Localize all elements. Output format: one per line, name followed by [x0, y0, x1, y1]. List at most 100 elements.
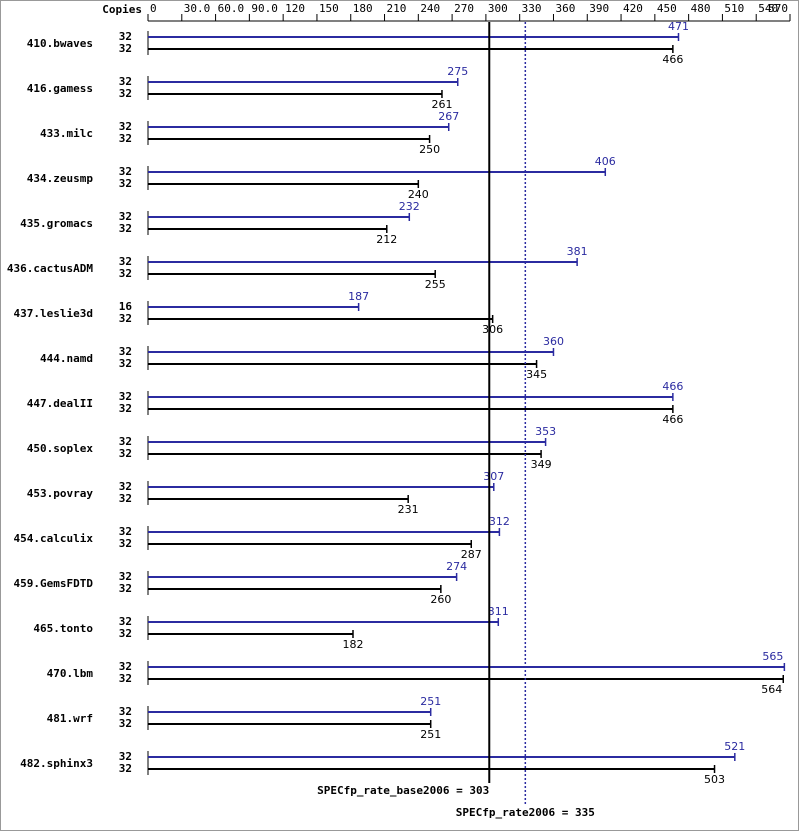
copies-label: 32 [119, 480, 132, 493]
x-tick-label: 540 [758, 2, 778, 15]
copies-label: 32 [119, 132, 132, 145]
copies-label: 32 [119, 672, 132, 685]
copies-label: 32 [119, 717, 132, 730]
value-label: 381 [567, 245, 588, 258]
value-label: 275 [447, 65, 468, 78]
benchmark-label: 481.wrf [47, 712, 93, 725]
copies-label: 32 [119, 762, 132, 775]
value-label: 261 [431, 98, 452, 111]
value-label: 260 [430, 593, 451, 606]
value-label: 466 [662, 53, 683, 66]
x-tick-label: 330 [522, 2, 542, 15]
copies-label: 32 [119, 570, 132, 583]
value-label: 565 [762, 650, 783, 663]
copies-label: 32 [119, 30, 132, 43]
copies-label: 32 [119, 447, 132, 460]
value-label: 406 [595, 155, 616, 168]
x-tick-label: 240 [420, 2, 440, 15]
benchmark-label: 434.zeusmp [27, 172, 94, 185]
x-tick-label: 510 [724, 2, 744, 15]
x-tick-label: 390 [589, 2, 609, 15]
benchmark-label: 447.dealII [27, 397, 93, 410]
benchmark-label: 465.tonto [33, 622, 93, 635]
benchmark-label: 436.cactusADM [7, 262, 93, 275]
value-label: 360 [543, 335, 564, 348]
value-label: 212 [376, 233, 397, 246]
copies-label: 32 [119, 582, 132, 595]
benchmark-label: 410.bwaves [27, 37, 93, 50]
x-tick-label: 570 [768, 2, 788, 15]
copies-label: 32 [119, 660, 132, 673]
x-tick-label: 60.0 [218, 2, 245, 15]
value-label: 306 [482, 323, 503, 336]
x-tick-label: 30.0 [184, 2, 211, 15]
x-tick-label: 0 [150, 2, 157, 15]
x-tick-label: 210 [387, 2, 407, 15]
copies-label: 32 [119, 492, 132, 505]
copies-label: 16 [119, 300, 133, 313]
value-label: 345 [526, 368, 547, 381]
copies-label: 32 [119, 615, 132, 628]
copies-label: 32 [119, 390, 132, 403]
copies-label: 32 [119, 42, 132, 55]
copies-label: 32 [119, 267, 132, 280]
value-label: 307 [483, 470, 504, 483]
benchmark-label: 453.povray [27, 487, 94, 500]
benchmark-label: 470.lbm [47, 667, 94, 680]
copies-label: 32 [119, 402, 132, 415]
benchmark-label: 454.calculix [14, 532, 94, 545]
x-tick-label: 420 [623, 2, 643, 15]
value-label: 353 [535, 425, 556, 438]
copies-label: 32 [119, 627, 132, 640]
copies-label: 32 [119, 120, 132, 133]
benchmark-label: 444.namd [40, 352, 93, 365]
benchmark-label: 437.leslie3d [14, 307, 93, 320]
copies-label: 32 [119, 312, 132, 325]
value-label: 255 [425, 278, 446, 291]
copies-label: 32 [119, 357, 132, 370]
x-tick-label: 180 [353, 2, 373, 15]
x-tick-label: 270 [454, 2, 474, 15]
value-label: 240 [408, 188, 429, 201]
x-tick-label: 90.0 [251, 2, 277, 15]
copies-label: 32 [119, 222, 132, 235]
value-label: 312 [489, 515, 510, 528]
copies-label: 32 [119, 210, 132, 223]
copies-label: 32 [119, 75, 132, 88]
x-tick-label: 120 [285, 2, 305, 15]
value-label: 311 [488, 605, 509, 618]
value-label: 232 [399, 200, 420, 213]
copies-label: 32 [119, 345, 132, 358]
value-label: 564 [761, 683, 782, 696]
value-label: 503 [704, 773, 725, 786]
x-tick-label: 480 [691, 2, 711, 15]
x-tick-label: 300 [488, 2, 508, 15]
copies-label: 32 [119, 750, 132, 763]
benchmark-label: 416.gamess [27, 82, 93, 95]
benchmark-label: 435.gromacs [20, 217, 93, 230]
value-label: 349 [531, 458, 552, 471]
copies-label: 32 [119, 165, 132, 178]
value-label: 267 [438, 110, 459, 123]
reference-label: SPECfp_rate2006 = 335 [456, 806, 595, 819]
copies-label: 32 [119, 177, 132, 190]
value-label: 466 [662, 380, 683, 393]
value-label: 231 [398, 503, 419, 516]
value-label: 466 [662, 413, 683, 426]
reference-label: SPECfp_rate_base2006 = 303 [317, 784, 489, 797]
benchmark-label: 433.milc [40, 127, 93, 140]
copies-label: 32 [119, 525, 132, 538]
copies-label: 32 [119, 87, 132, 100]
value-label: 182 [342, 638, 363, 651]
benchmark-label: 482.sphinx3 [20, 757, 93, 770]
value-label: 187 [348, 290, 369, 303]
copies-header: Copies [102, 3, 142, 16]
copies-label: 32 [119, 537, 132, 550]
copies-label: 32 [119, 255, 132, 268]
value-label: 287 [461, 548, 482, 561]
benchmark-label: 459.GemsFDTD [14, 577, 94, 590]
benchmark-label: 450.soplex [27, 442, 94, 455]
value-label: 251 [420, 728, 441, 741]
x-tick-label: 360 [555, 2, 575, 15]
value-label: 471 [668, 20, 689, 33]
